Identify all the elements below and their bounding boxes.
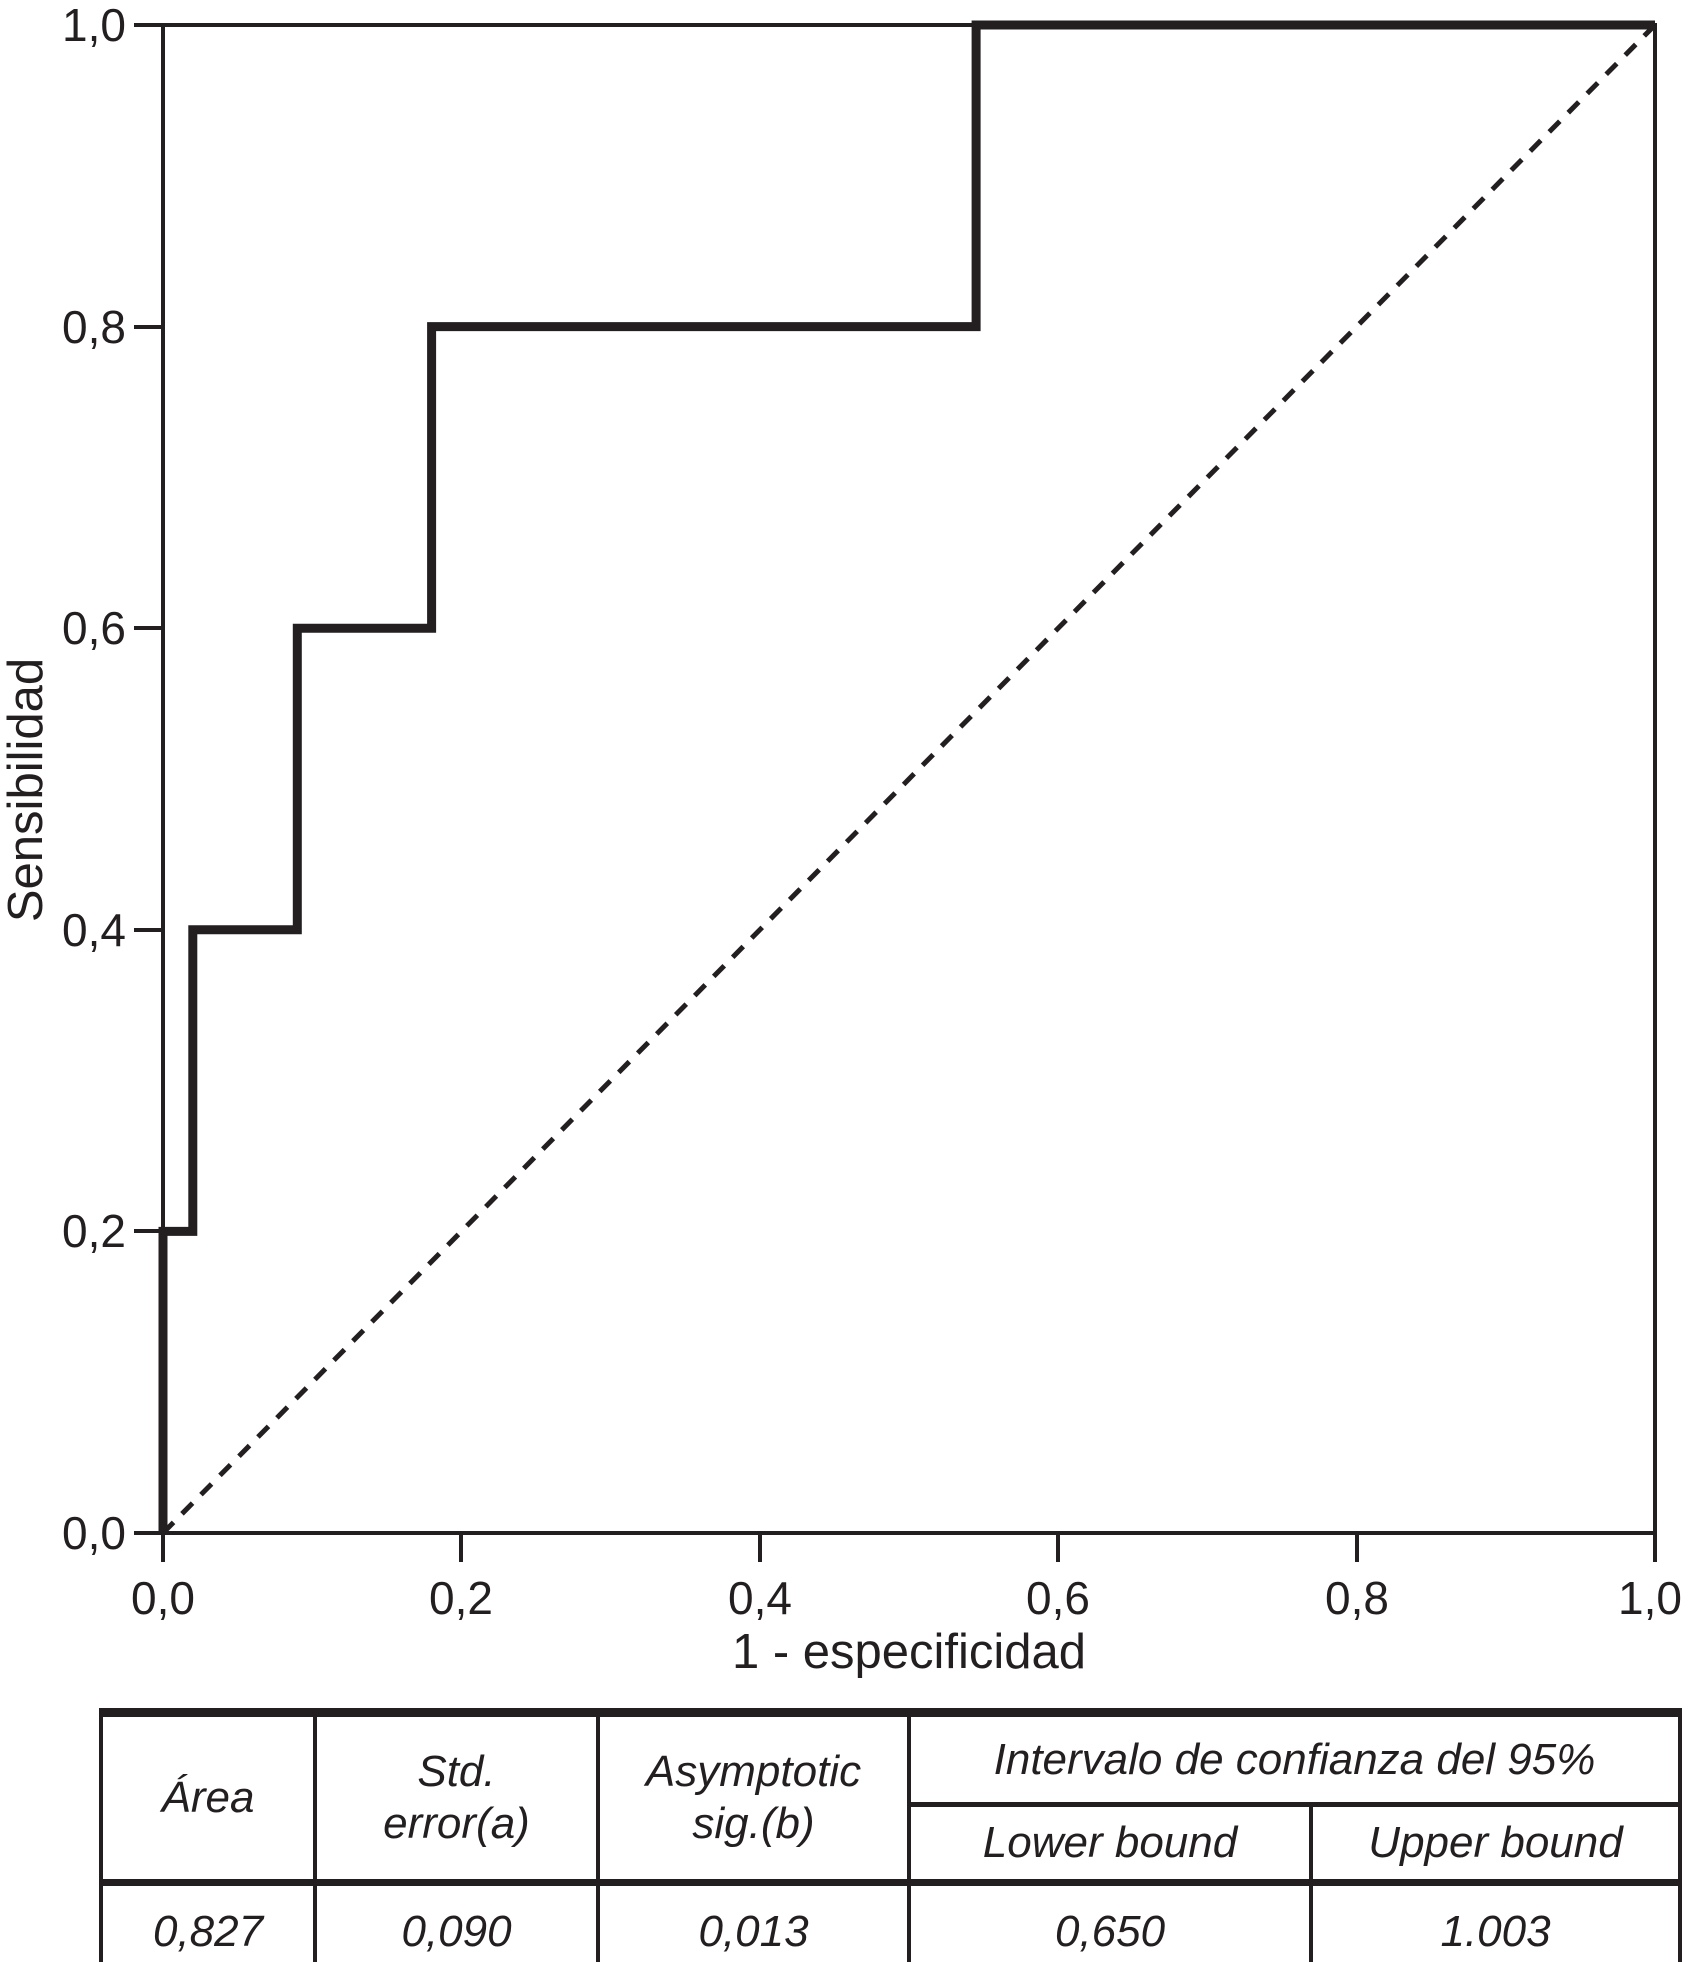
table-data-row: 0,827 0,090 0,013 0,650 1.003 <box>99 1879 1683 1962</box>
table-header-row-2: Lower bound Upper bound <box>101 1802 1683 1885</box>
header-area: Área <box>99 1710 317 1886</box>
y-tick-label: 1,0 <box>62 0 126 51</box>
y-axis-ticks <box>134 23 163 1535</box>
value-asymptotic-sig: 0,013 <box>596 1879 911 1962</box>
x-tick-label: 0,0 <box>131 1572 195 1624</box>
x-tick-label: 0,2 <box>429 1572 493 1624</box>
x-tick-label: 1,0 <box>1618 1572 1682 1624</box>
value-upper-bound: 1.003 <box>1308 1879 1683 1962</box>
x-tick-label: 0,8 <box>1325 1572 1389 1624</box>
header-lower-bound-label: Lower bound <box>982 1818 1238 1868</box>
header-upper-bound: Upper bound <box>1308 1802 1683 1885</box>
auc-table: Área Std. error(a) Asymptotic sig.(b) In… <box>99 1708 1683 1962</box>
value-std-error: 0,090 <box>313 1879 600 1962</box>
y-tick-label: 0,0 <box>62 1507 126 1559</box>
header-asymptotic-sig: Asymptotic sig.(b) <box>596 1710 911 1886</box>
x-axis-ticks <box>161 1533 1657 1562</box>
plot-frame <box>161 23 1657 1535</box>
header-std-error-line1: Std. <box>417 1747 496 1797</box>
reference-line <box>161 23 1657 1535</box>
x-axis-tick-labels: 0,0 0,2 0,4 0,6 0,8 1,0 <box>131 1572 1682 1624</box>
header-std-error: Std. error(a) <box>313 1710 600 1886</box>
header-std-error-line2: error(a) <box>383 1799 530 1848</box>
header-asymptotic-sig-line2: sig.(b) <box>692 1799 815 1848</box>
y-tick-label: 0,2 <box>62 1205 126 1257</box>
table-header-row-1: Área Std. error(a) Asymptotic sig.(b) In… <box>99 1710 1683 1886</box>
y-tick-label: 0,8 <box>62 301 126 353</box>
y-tick-label: 0,6 <box>62 602 126 654</box>
header-confidence-interval: Intervalo de confianza del 95% <box>906 1710 1683 1807</box>
x-axis-title: 1 - especificidad <box>732 1625 1086 1679</box>
y-tick-label: 0,4 <box>62 904 126 956</box>
header-area-label: Área <box>161 1773 255 1823</box>
header-asymptotic-sig-line1: Asymptotic <box>645 1747 862 1797</box>
y-axis-title: Sensibilidad <box>0 658 53 922</box>
header-lower-bound: Lower bound <box>907 1802 1313 1885</box>
header-confidence-interval-label: Intervalo de confianza del 95% <box>993 1734 1596 1784</box>
header-upper-bound-label: Upper bound <box>1368 1818 1623 1868</box>
x-tick-label: 0,6 <box>1026 1572 1090 1624</box>
value-area: 0,827 <box>99 1879 317 1962</box>
roc-curve <box>158 20 1655 1533</box>
y-axis-tick-labels: 0,0 0,2 0,4 0,6 0,8 1,0 <box>62 0 126 1559</box>
value-lower-bound: 0,650 <box>907 1879 1313 1962</box>
x-tick-label: 0,4 <box>728 1572 792 1624</box>
roc-chart: 0,0 0,2 0,4 0,6 0,8 1,0 0,0 0,2 0,4 0,6 … <box>0 0 1682 1679</box>
